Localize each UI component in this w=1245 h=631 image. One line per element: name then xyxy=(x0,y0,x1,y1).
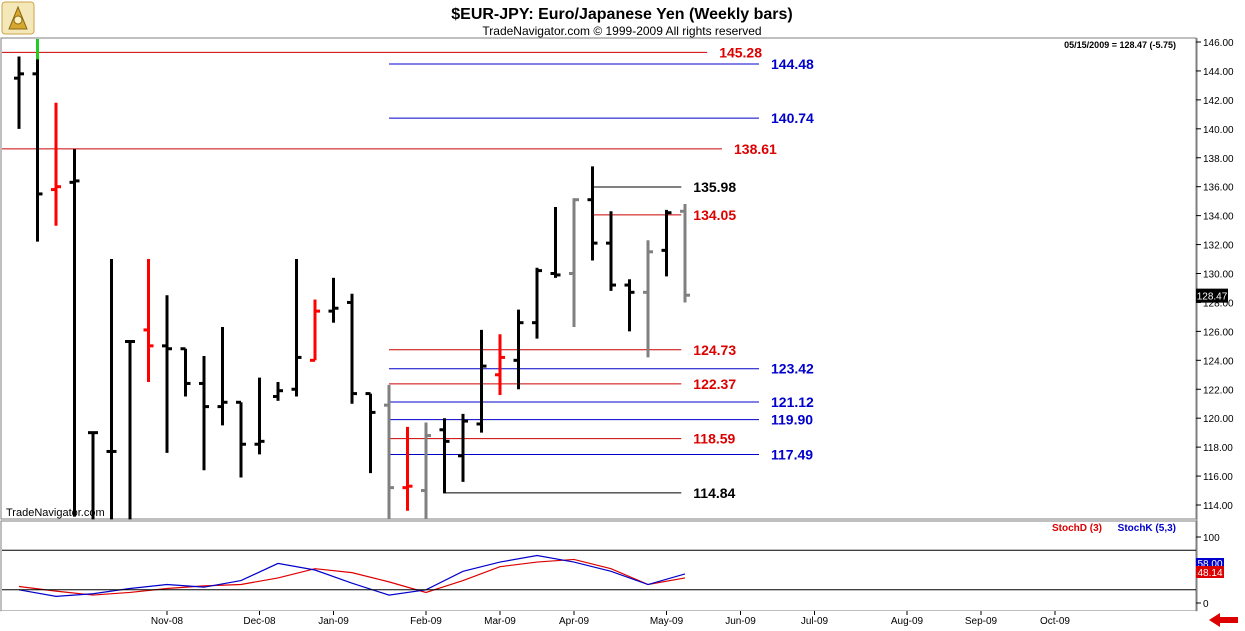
level-label: 144.48 xyxy=(771,56,814,72)
level-label: 140.74 xyxy=(771,110,814,126)
level-label: 119.90 xyxy=(771,412,813,428)
y-tick-label: 122.00 xyxy=(1203,385,1234,396)
chart-header: $EUR-JPY: Euro/Japanese Yen (Weekly bars… xyxy=(1,1,793,38)
y-tick-label: 146.00 xyxy=(1203,38,1234,49)
y-tick-label: 142.00 xyxy=(1203,96,1234,107)
stoch-series-line xyxy=(18,558,686,596)
watermark: TradeNavigator.com xyxy=(6,507,105,519)
stoch-series-line xyxy=(18,554,686,598)
x-tick-label: Apr-09 xyxy=(559,616,589,627)
x-tick-label: Jan-09 xyxy=(318,616,349,627)
level-label: 145.28 xyxy=(719,44,762,60)
x-tick-label: Dec-08 xyxy=(243,616,276,627)
y-tick-label: 144.00 xyxy=(1203,67,1234,78)
level-label: 118.59 xyxy=(693,431,735,447)
level-label: 121.12 xyxy=(771,394,814,410)
x-tick-label: Aug-09 xyxy=(891,616,924,627)
level-label: 123.42 xyxy=(771,361,814,377)
stoch-k-value: 58.00 xyxy=(1197,559,1222,570)
y-tick-label: 120.00 xyxy=(1203,414,1234,425)
y-tick-label: 118.00 xyxy=(1203,443,1233,454)
level-label: 138.61 xyxy=(734,141,777,157)
level-label: 122.37 xyxy=(693,376,736,392)
scroll-left-arrow-icon[interactable] xyxy=(1203,612,1241,629)
level-label: 117.49 xyxy=(771,447,813,463)
level-lines: 145.28 144.48 140.74 138.61 135.98 134.05 124.… xyxy=(2,44,814,501)
level-label: 114.84 xyxy=(693,485,735,501)
x-tick-label: Jul-09 xyxy=(801,616,829,627)
date-axis-labels: Nov-08 Dec-08 Jan-09 Feb-09 Mar-09 Apr-09 May-… xyxy=(151,611,1070,627)
price-axis: 114.00 116.00 118.00 120.00 122.00 124.00 126.… xyxy=(1196,38,1234,512)
ohlc-bars xyxy=(14,39,690,520)
last-price-marker: 128.47 xyxy=(1196,288,1228,303)
date-axis xyxy=(1,611,1196,630)
stochastic-lines xyxy=(18,554,686,598)
chart-title: $EUR-JPY: Euro/Japanese Yen (Weekly bars… xyxy=(451,6,792,23)
stoch-value-markers: 58.00 48.14 xyxy=(1196,558,1224,579)
y-tick-label: 130.00 xyxy=(1203,270,1234,281)
level-label: 134.05 xyxy=(693,207,736,223)
y-tick-label: 116.00 xyxy=(1203,472,1233,483)
stoch-tick-label: 0 xyxy=(1203,599,1209,610)
price-panel xyxy=(0,37,1197,520)
level-label: 135.98 xyxy=(693,179,736,195)
y-tick-label: 138.00 xyxy=(1203,154,1234,165)
level-label: 124.73 xyxy=(693,342,736,358)
x-tick-label: Oct-09 xyxy=(1040,616,1070,627)
x-tick-label: Jun-09 xyxy=(725,616,756,627)
y-tick-label: 132.00 xyxy=(1203,241,1234,252)
y-tick-label: 128.00 xyxy=(1203,298,1234,309)
y-tick-label: 140.00 xyxy=(1203,125,1234,136)
stoch-axis: 0 100 xyxy=(2,533,1220,610)
stoch-tick-label: 100 xyxy=(1203,533,1220,544)
x-tick-label: Sep-09 xyxy=(965,616,998,627)
x-tick-label: Feb-09 xyxy=(410,616,442,627)
stoch-d-legend: StochD (3) xyxy=(1052,523,1102,534)
x-tick-label: May-09 xyxy=(650,616,684,627)
logo-icon[interactable] xyxy=(1,1,35,35)
stoch-k-legend: StochK (5,3) xyxy=(1118,523,1176,534)
y-tick-label: 136.00 xyxy=(1203,183,1234,194)
last-price-label: 128.47 xyxy=(1197,292,1228,303)
y-tick-label: 134.00 xyxy=(1203,212,1234,223)
y-tick-label: 114.00 xyxy=(1203,501,1233,512)
x-tick-label: Nov-08 xyxy=(151,616,184,627)
y-tick-label: 126.00 xyxy=(1203,327,1234,338)
stoch-d-value: 48.14 xyxy=(1197,568,1222,579)
last-quote: 05/15/2009 = 128.47 (-5.75) xyxy=(1064,40,1176,50)
chart-subtitle: TradeNavigator.com © 1999-2009 All right… xyxy=(482,24,761,38)
x-tick-label: Mar-09 xyxy=(484,616,516,627)
y-tick-label: 124.00 xyxy=(1203,356,1234,367)
